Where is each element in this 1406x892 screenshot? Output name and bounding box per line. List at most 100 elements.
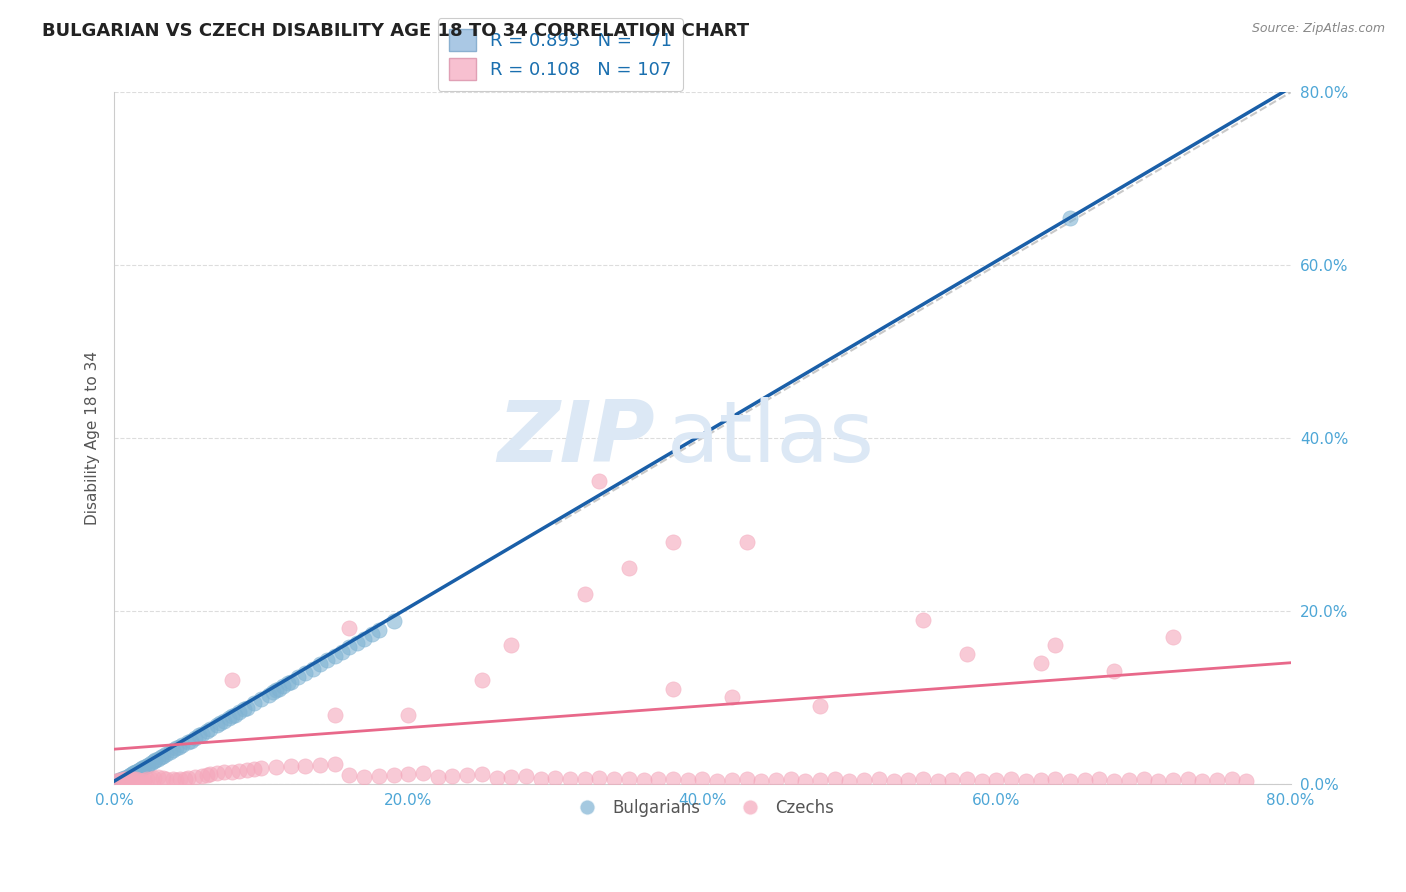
- Point: [184, 770, 207, 784]
- Point: [125, 772, 148, 787]
- Point: [588, 475, 610, 489]
- Text: Source: ZipAtlas.com: Source: ZipAtlas.com: [1251, 22, 1385, 36]
- Point: [662, 681, 685, 696]
- Point: [155, 747, 177, 762]
- Point: [485, 771, 508, 785]
- Point: [105, 774, 128, 789]
- Point: [853, 773, 876, 788]
- Point: [749, 774, 772, 789]
- Point: [662, 534, 685, 549]
- Point: [115, 771, 138, 785]
- Point: [1029, 773, 1052, 788]
- Point: [162, 772, 184, 787]
- Point: [262, 685, 284, 699]
- Point: [970, 774, 993, 789]
- Point: [1059, 211, 1081, 225]
- Point: [177, 771, 200, 785]
- Point: [1177, 772, 1199, 787]
- Point: [941, 773, 963, 788]
- Point: [287, 670, 309, 684]
- Point: [544, 771, 567, 785]
- Point: [1073, 773, 1095, 788]
- Point: [735, 534, 758, 549]
- Point: [129, 762, 152, 776]
- Point: [180, 733, 202, 747]
- Point: [1206, 773, 1229, 788]
- Point: [927, 774, 949, 789]
- Point: [339, 621, 361, 635]
- Point: [205, 766, 228, 780]
- Point: [396, 707, 419, 722]
- Point: [120, 773, 142, 788]
- Point: [159, 745, 181, 759]
- Point: [956, 772, 979, 787]
- Point: [808, 698, 831, 713]
- Point: [235, 700, 257, 714]
- Point: [367, 623, 389, 637]
- Point: [603, 772, 626, 787]
- Point: [617, 772, 640, 786]
- Point: [824, 772, 846, 787]
- Point: [794, 774, 817, 789]
- Point: [165, 773, 187, 788]
- Point: [617, 560, 640, 574]
- Point: [111, 772, 134, 787]
- Point: [198, 723, 221, 737]
- Point: [107, 773, 129, 788]
- Point: [633, 773, 655, 788]
- Point: [706, 774, 728, 789]
- Point: [1029, 656, 1052, 670]
- Point: [1191, 774, 1213, 789]
- Point: [195, 724, 218, 739]
- Point: [120, 768, 142, 782]
- Point: [316, 653, 339, 667]
- Point: [1059, 774, 1081, 789]
- Point: [232, 702, 254, 716]
- Point: [205, 718, 228, 732]
- Point: [353, 632, 375, 646]
- Point: [309, 657, 332, 672]
- Point: [1161, 630, 1184, 644]
- Point: [426, 770, 449, 784]
- Point: [1102, 774, 1125, 789]
- Point: [530, 772, 553, 786]
- Point: [267, 681, 290, 696]
- Point: [184, 731, 207, 745]
- Point: [280, 674, 302, 689]
- Point: [150, 750, 173, 764]
- Point: [868, 772, 890, 787]
- Point: [441, 769, 464, 783]
- Point: [107, 773, 129, 788]
- Point: [129, 774, 152, 789]
- Point: [117, 773, 139, 788]
- Point: [155, 772, 177, 786]
- Point: [191, 726, 214, 740]
- Point: [280, 759, 302, 773]
- Point: [114, 771, 136, 785]
- Point: [264, 683, 287, 698]
- Point: [122, 766, 145, 780]
- Point: [301, 662, 323, 676]
- Point: [1147, 774, 1170, 789]
- Point: [209, 716, 232, 731]
- Point: [339, 640, 361, 655]
- Point: [224, 707, 246, 722]
- Point: [1088, 772, 1111, 787]
- Point: [1045, 639, 1067, 653]
- Point: [986, 773, 1008, 788]
- Point: [471, 673, 494, 687]
- Point: [574, 586, 596, 600]
- Point: [152, 749, 174, 764]
- Point: [243, 762, 266, 776]
- Point: [339, 768, 361, 782]
- Point: [125, 764, 148, 779]
- Point: [456, 768, 478, 782]
- Point: [257, 688, 280, 702]
- Point: [139, 772, 162, 786]
- Point: [228, 705, 250, 719]
- Point: [118, 774, 141, 789]
- Point: [471, 767, 494, 781]
- Point: [188, 728, 211, 742]
- Point: [1015, 774, 1038, 789]
- Point: [1045, 772, 1067, 787]
